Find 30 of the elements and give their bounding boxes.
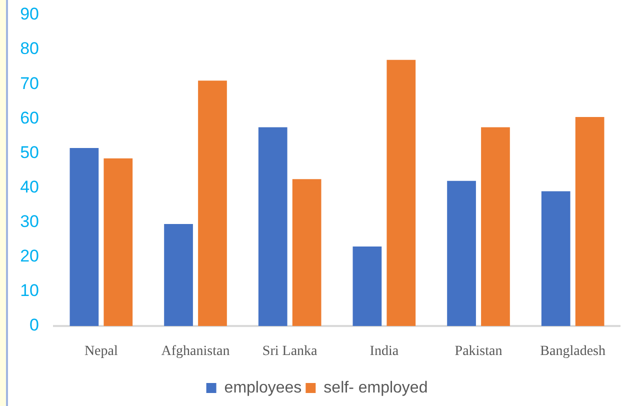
bar — [292, 179, 322, 326]
x-tick-label: Pakistan — [454, 344, 502, 360]
bar — [164, 224, 193, 326]
y-tick-label: 60 — [20, 108, 39, 128]
x-tick-label: India — [370, 344, 400, 360]
bar — [481, 127, 510, 326]
bar — [104, 158, 133, 326]
y-tick-label: 90 — [20, 4, 39, 24]
y-tick-label: 20 — [20, 246, 39, 266]
x-tick-label: Nepal — [84, 344, 118, 360]
legend-label: self- employed — [324, 379, 428, 396]
y-tick-label: 40 — [20, 177, 39, 196]
bar — [447, 180, 476, 326]
y-tick-label: 50 — [20, 142, 39, 162]
x-tick-label: Bangladesh — [540, 344, 606, 360]
bar — [575, 116, 604, 326]
y-tick-label: 80 — [20, 39, 39, 58]
y-tick-label: 70 — [20, 74, 39, 93]
bar — [541, 191, 570, 326]
bar — [352, 246, 382, 326]
x-tick-label: Sri Lanka — [262, 344, 318, 360]
y-tick-label: 30 — [20, 212, 39, 232]
bar — [386, 60, 416, 326]
legend-label: employees — [224, 379, 302, 396]
y-tick-label: 0 — [30, 316, 39, 335]
bar — [198, 80, 227, 326]
bar — [258, 127, 288, 326]
x-tick-label: Afghanistan — [161, 344, 230, 360]
bar — [70, 148, 99, 326]
y-tick-label: 10 — [20, 281, 39, 300]
